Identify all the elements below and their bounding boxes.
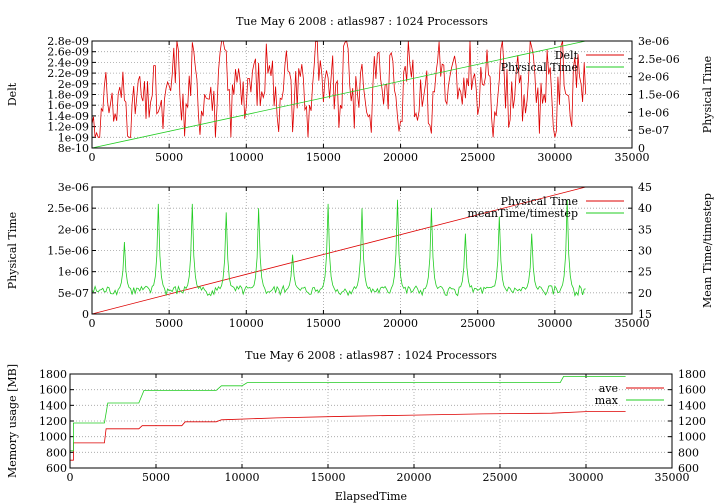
chart-1: Tue May 6 2008 : atlas987 : 1024 Process…: [6, 15, 714, 164]
y2-tick-label: 45: [638, 181, 652, 194]
x-tick-label: 0: [67, 471, 74, 484]
legend-label: max: [595, 394, 619, 407]
x-tick-label: 10000: [229, 317, 264, 330]
y2-tick-label: 600: [678, 462, 699, 475]
y-axis-label: Delt: [6, 82, 19, 106]
chart-title: Tue May 6 2008 : atlas987 : 1024 Process…: [236, 15, 488, 28]
y-tick-label: 2.5e-06: [47, 202, 89, 215]
plot-frame: [69, 373, 673, 469]
y2-tick-label: 2e-06: [638, 71, 669, 84]
y2-tick-label: 1400: [678, 399, 706, 412]
y-tick-label: 2.8e-09: [47, 35, 89, 48]
y2-tick-label: 40: [638, 202, 652, 215]
x-tick-label: 20000: [383, 317, 418, 330]
y-axis-label: Memory usage [MB]: [6, 364, 19, 478]
x-tick-label: 30000: [537, 151, 572, 164]
y-tick-label: 8e-10: [58, 142, 89, 155]
x-tick-label: 30000: [537, 317, 572, 330]
x-tick-label: 0: [89, 151, 96, 164]
x-tick-label: 35000: [655, 471, 690, 484]
x-tick-label: 5000: [155, 317, 183, 330]
y-tick-label: 1e-06: [58, 266, 89, 279]
y2-tick-label: 15: [638, 308, 652, 321]
y2-tick-label: 35: [638, 223, 652, 236]
y-tick-label: 1000: [39, 431, 67, 444]
legend-label: Delt: [555, 49, 579, 62]
y2-tick-label: 1600: [678, 384, 706, 397]
y-tick-label: 800: [46, 446, 67, 459]
x-tick-label: 15000: [311, 471, 346, 484]
y2-tick-label: 1.5e-06: [638, 89, 680, 102]
chart-2: 0 5000 10000 15000 20000 25000 30000 35000 0 5e-0…: [6, 181, 714, 330]
y2-tick-label: 3e-06: [638, 35, 669, 48]
series-line-ave: [70, 411, 626, 461]
y2-tick-label: 800: [678, 446, 699, 459]
y-tick-label: 1.5e-06: [47, 245, 89, 258]
x-tick-label: 20000: [383, 151, 418, 164]
x-tick-label: 30000: [569, 471, 604, 484]
x-tick-label: 25000: [460, 151, 495, 164]
y-tick-label: 1.8e-09: [47, 89, 89, 102]
plot-frame: [91, 186, 633, 315]
x-tick-label: 15000: [306, 317, 341, 330]
y-tick-label: 5e-07: [58, 287, 89, 300]
series-line-max: [70, 376, 626, 452]
y2-tick-label: 1e-06: [638, 106, 669, 119]
y-tick-label: 1400: [39, 399, 67, 412]
y-tick-label: 1600: [39, 384, 67, 397]
y-tick-label: 1e-09: [58, 131, 89, 144]
x-tick-label: 5000: [155, 151, 183, 164]
y2-tick-label: 0: [638, 142, 645, 155]
y2-tick-label: 25: [638, 266, 652, 279]
x-tick-label: 10000: [229, 151, 264, 164]
x-tick-label: 10000: [225, 471, 260, 484]
series-line-physical-time: [91, 186, 586, 315]
chart-title: Tue May 6 2008 : atlas987 : 1024 Process…: [245, 349, 497, 362]
y-tick-label: 1.4e-09: [47, 110, 89, 123]
y-tick-label: 0: [82, 308, 89, 321]
legend-label: meanTime/timestep: [467, 207, 578, 220]
y2-tick-label: 20: [638, 287, 652, 300]
y-tick-label: 2e-06: [58, 223, 89, 236]
y-tick-label: 600: [46, 462, 67, 475]
y2-tick-label: 1000: [678, 431, 706, 444]
x-axis-label: ElapsedTime: [335, 490, 407, 503]
series-line-meantime-timestep: [91, 199, 586, 297]
legend-label: Physical Time: [501, 61, 578, 74]
y-axis-label: Physical Time: [6, 212, 19, 289]
y-tick-label: 3e-06: [58, 181, 89, 194]
legend-label: ave: [599, 382, 618, 395]
y2-tick-label: 5e-07: [638, 124, 669, 137]
x-tick-label: 15000: [306, 151, 341, 164]
plot-frame: [91, 40, 633, 149]
series-line-physical-time: [91, 40, 586, 149]
y2-tick-label: 1200: [678, 415, 706, 428]
y2-tick-label: 1800: [678, 368, 706, 381]
x-tick-label: 25000: [460, 317, 495, 330]
x-tick-label: 35000: [615, 317, 650, 330]
x-tick-label: 20000: [397, 471, 432, 484]
legend-label: Physical Time: [501, 195, 578, 208]
y2-axis-label: Physical Time: [701, 56, 714, 133]
series-line-delt: [91, 40, 587, 138]
y2-axis-label: Mean Time/timestep: [701, 193, 714, 308]
y-tick-label: 2.6e-09: [47, 46, 89, 59]
y-tick-label: 1200: [39, 415, 67, 428]
x-tick-label: 35000: [615, 151, 650, 164]
y-tick-label: 2e-09: [58, 78, 89, 91]
y-tick-label: 2.2e-09: [47, 67, 89, 80]
x-tick-label: 25000: [483, 471, 518, 484]
y-tick-label: 1.6e-09: [47, 99, 89, 112]
x-tick-label: 5000: [142, 471, 170, 484]
y-tick-label: 2.4e-09: [47, 56, 89, 69]
chart-3: Tue May 6 2008 : atlas987 : 1024 Process…: [6, 349, 706, 503]
y2-tick-label: 30: [638, 245, 652, 258]
x-tick-label: 0: [89, 317, 96, 330]
y-tick-label: 1800: [39, 368, 67, 381]
y2-tick-label: 2.5e-06: [638, 53, 680, 66]
y-tick-label: 1.2e-09: [47, 121, 89, 134]
